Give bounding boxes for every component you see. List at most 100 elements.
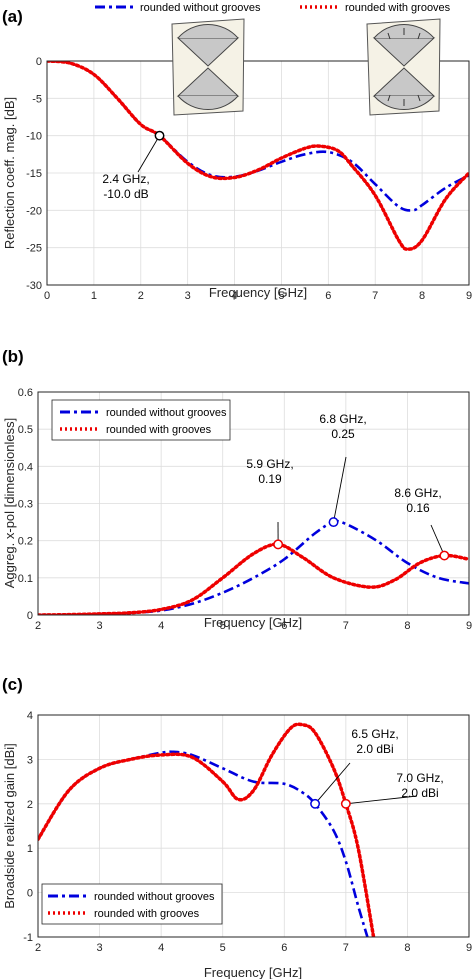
antenna-inset-with-grooves [366,18,441,116]
panel-a-y-axis-label: Reflection coeff. mag. [dB] [2,97,17,249]
panel-a-annotation-leader [137,135,160,173]
panel-a-x-tick-label: 0 [44,290,50,302]
panel-c-x-tick-label: 7 [343,942,349,954]
panel-a-y-tick-label: -15 [26,168,42,180]
panel-c-x-tick-label: 5 [220,942,226,954]
panel-c-annotation-text: 2.0 dBi [356,742,393,756]
panel-b-series-with-grooves [38,542,469,615]
panel-c-x-tick-label: 8 [404,942,410,954]
antenna-inset-without-grooves [171,18,245,116]
panel-b-y-tick-label: 0.6 [18,387,33,399]
panel-b-label: (b) [2,347,24,366]
panel-b-legend: rounded without grooves rounded with gro… [51,399,231,441]
panel-c-annotation-leader [314,762,351,805]
panel-a-y-tick-label: -25 [26,243,42,255]
panel-b-x-tick-label: 6 [281,620,287,632]
panel-b-series-without-grooves [38,519,469,615]
panel-c-label: (c) [2,675,23,694]
panel-b-annotation-text: 8.6 GHz, [394,486,441,500]
panel-b-x-axis-label: Frequency [GHz] [204,615,302,630]
panel-c-x-tick-label: 3 [97,942,103,954]
panel-c-legend: rounded without grooves rounded with gro… [41,883,223,925]
panel-a-x-tick-label: 7 [372,290,378,302]
panel-c-x-tick-label: 4 [158,942,164,954]
panel-a-series-with-grooves [47,61,469,251]
panel-a-y-tick-label: 0 [36,56,42,68]
panel-c-y-tick-label: 3 [27,754,33,766]
panel-c-y-tick-label: 0 [27,888,33,900]
panel-a: (a) Reflection coeff. mag. [dB] Frequenc… [2,2,472,302]
panel-a-x-tick-label: 4 [231,290,237,302]
panel-a-x-tick-label: 9 [466,290,472,302]
panel-a-legend: rounded without grooves rounded with gro… [95,2,451,14]
panel-a-annotation-text: -10.0 dB [103,187,148,201]
panel-a-label: (a) [2,7,23,26]
panel-c-series-with-grooves [38,722,376,937]
panel-b-x-tick-label: 5 [220,620,226,632]
panel-b-annotation-marker [273,539,284,550]
panel-c-annotation-leader [345,795,418,805]
panel-c: (c) Broadside realized gain [dBi] Freque… [2,675,472,979]
panel-a-x-tick-label: 8 [419,290,425,302]
panel-b-x-tick-label: 8 [404,620,410,632]
panel-b-annotation-leader [333,456,347,523]
panel-b-annotation-marker [439,550,450,561]
panel-c-y-tick-label: 4 [27,710,33,722]
panel-b: (b) Aggreg. x-pol [dimensionless] Freque… [2,347,472,632]
panel-b-y-tick-label: 0.3 [18,499,33,511]
panel-a-annotation-text: 2.4 GHz, [102,172,149,186]
panel-c-y-tick-label: -1 [23,932,33,944]
panel-c-axes-frame [37,714,470,938]
panel-b-annotation-marker [328,517,339,528]
panel-b-y-axis-label: Aggreg. x-pol [dimensionless] [2,418,17,589]
legend-label-without-grooves: rounded without grooves [94,891,215,903]
panel-c-y-tick-label: 2 [27,799,33,811]
panel-a-y-tick-label: -20 [26,205,42,217]
panel-b-annotation-text: 0.19 [258,472,282,486]
panel-c-annotation-text: 6.5 GHz, [351,727,398,741]
panel-b-annotation-text: 0.25 [331,427,355,441]
panel-c-x-axis-label: Frequency [GHz] [204,965,302,979]
panel-c-y-tick-label: 1 [27,843,33,855]
panel-b-y-tick-label: 0.4 [18,461,33,473]
panel-b-y-tick-label: 0.1 [18,573,33,585]
panel-c-x-tick-label: 2 [35,942,41,954]
panel-b-y-tick-label: 0.2 [18,536,33,548]
panel-b-x-tick-label: 9 [466,620,472,632]
panel-a-x-tick-label: 5 [278,290,284,302]
legend-label-with-grooves: rounded with grooves [94,908,200,920]
legend-label-without-grooves: rounded without grooves [140,2,261,14]
panel-a-annotation-marker [154,130,165,141]
panel-a-x-tick-label: 3 [185,290,191,302]
panel-a-x-tick-label: 2 [138,290,144,302]
panel-b-y-tick-label: 0.5 [18,424,33,436]
panel-b-x-tick-label: 4 [158,620,164,632]
panel-c-annotation-marker [310,798,321,809]
panel-b-x-tick-label: 7 [343,620,349,632]
panel-b-x-tick-label: 3 [97,620,103,632]
panel-b-annotation-leader [430,524,445,556]
legend-label-with-grooves: rounded with grooves [345,2,451,14]
panel-c-annotation-marker [340,798,351,809]
panel-b-x-tick-label: 2 [35,620,41,632]
panel-c-x-tick-label: 9 [466,942,472,954]
panel-a-y-tick-label: -30 [26,280,42,292]
panel-a-x-axis-label: Frequency [GHz] [209,285,307,300]
panel-a-x-tick-label: 6 [325,290,331,302]
panel-c-y-axis-label: Broadside realized gain [dBi] [2,743,17,909]
panel-a-x-tick-label: 1 [91,290,97,302]
panel-a-y-tick-label: -10 [26,131,42,143]
legend-label-with-grooves: rounded with grooves [106,424,212,436]
panel-b-y-tick-label: 0 [27,610,33,622]
panel-b-annotation-text: 6.8 GHz, [319,412,366,426]
panel-c-annotation-text: 2.0 dBi [401,786,438,800]
panel-c-x-tick-label: 6 [281,942,287,954]
panel-b-axes-frame [37,391,470,616]
legend-label-without-grooves: rounded without grooves [106,407,227,419]
panel-c-annotation-text: 7.0 GHz, [396,771,443,785]
panel-b-annotation-text: 0.16 [406,501,430,515]
panel-b-annotation-text: 5.9 GHz, [246,457,293,471]
panel-a-axes-frame [46,60,470,286]
panel-a-y-tick-label: -5 [32,93,42,105]
